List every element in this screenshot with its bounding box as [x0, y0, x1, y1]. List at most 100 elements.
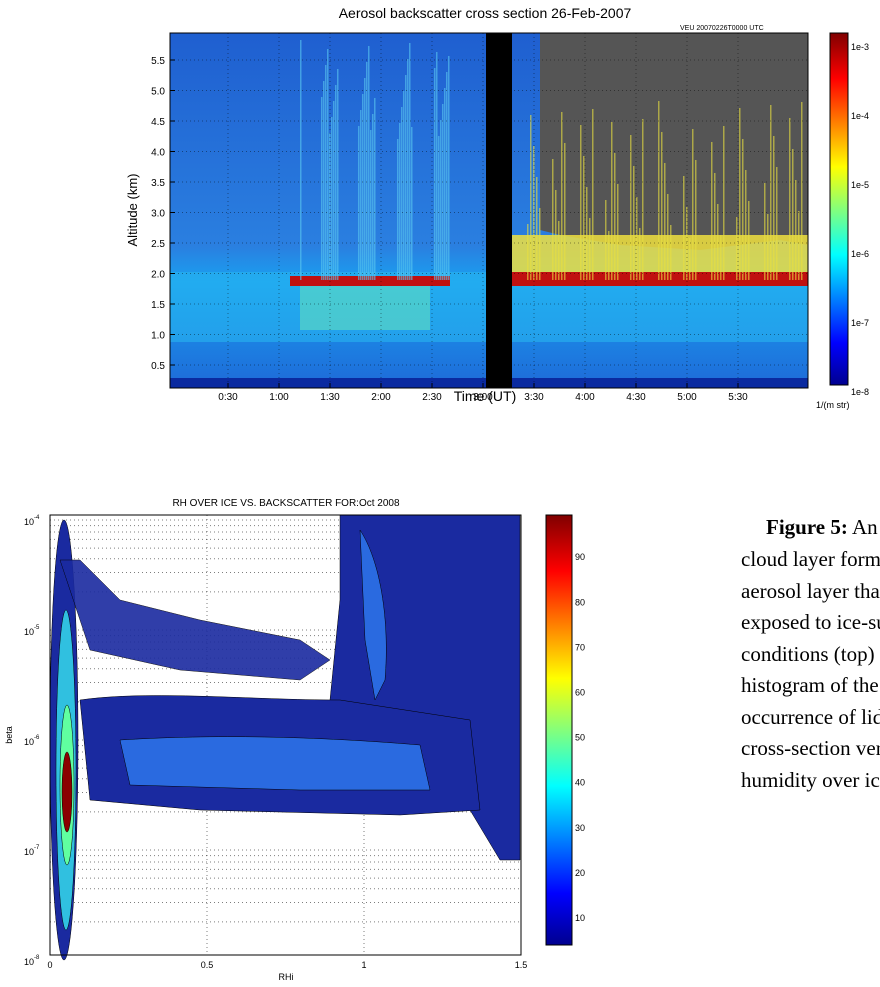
colorbar-tick-label: 1e-7: [851, 318, 869, 328]
streak: [444, 88, 446, 280]
x-tick-label: 1: [361, 960, 366, 970]
colorbar-tick-label: 80: [575, 597, 585, 607]
streak: [580, 125, 582, 280]
streak: [409, 43, 411, 280]
cloud-layer: [290, 276, 450, 286]
streak: [764, 183, 766, 280]
y-tick-label: 4.0: [151, 148, 165, 159]
colorbar-tick-label: 30: [575, 823, 585, 833]
streak: [434, 68, 436, 280]
streak: [539, 208, 541, 280]
colorbar-tick-label: 1e-6: [851, 249, 869, 259]
streak: [536, 177, 538, 280]
x-tick-label: 4:00: [575, 392, 595, 403]
streak: [446, 72, 448, 280]
y-tick-label: 4.5: [151, 117, 165, 128]
streak: [300, 40, 302, 280]
streak: [642, 119, 644, 280]
streak: [333, 101, 335, 280]
bottom-axes: [49, 514, 522, 956]
tick-base: 10: [24, 957, 34, 967]
top-y-label: Altitude (km): [125, 174, 140, 247]
x-tick-label: 2:00: [371, 392, 391, 403]
streak: [742, 139, 744, 280]
y-tick-label: 1.0: [151, 331, 165, 342]
streak: [407, 59, 409, 280]
streak: [329, 133, 331, 280]
streak: [561, 112, 563, 280]
streak: [723, 126, 725, 280]
x-tick-label: 2:30: [422, 392, 442, 403]
streak: [692, 129, 694, 280]
tick-exponent: -4: [34, 515, 40, 521]
caption-line: cross-section ver: [741, 736, 880, 760]
streak: [745, 170, 747, 280]
tick-base: 10: [24, 517, 34, 527]
streak: [321, 97, 323, 280]
x-tick-label: 0:30: [218, 392, 238, 403]
streak: [658, 101, 660, 280]
y-tick-label: 10-4: [24, 515, 40, 527]
y-tick-label: 3.5: [151, 178, 165, 189]
streak: [360, 110, 362, 280]
caption-line: exposed to ice-su: [741, 610, 880, 634]
streak: [776, 167, 778, 280]
streak: [801, 102, 803, 280]
fallstreak: [300, 285, 430, 330]
streak: [403, 91, 405, 280]
streak: [798, 211, 800, 280]
streak: [335, 85, 337, 280]
streak: [714, 173, 716, 280]
streak: [605, 200, 607, 280]
streak: [362, 94, 364, 280]
caption-text: An: [847, 515, 878, 539]
streak: [614, 153, 616, 280]
streak: [527, 224, 529, 280]
bottom-x-label: RHi: [279, 972, 294, 982]
streak: [686, 207, 688, 280]
bottom-y-label: beta: [4, 726, 14, 744]
streak: [611, 122, 613, 280]
colorbar-tick-label: 1e-3: [851, 42, 869, 52]
streak: [397, 139, 399, 280]
colorbar-tick-label: 90: [575, 552, 585, 562]
streak: [331, 117, 333, 280]
contour-histogram: [49, 514, 521, 961]
streak: [748, 201, 750, 280]
streak: [767, 214, 769, 280]
caption-line: cloud layer formin: [741, 547, 880, 571]
tick-base: 10: [24, 627, 34, 637]
streak: [592, 109, 594, 280]
streak: [636, 197, 638, 280]
colorbar-tick-label: 10: [575, 913, 585, 923]
streak: [370, 130, 372, 280]
streak: [399, 123, 401, 280]
y-tick-label: 5.5: [151, 56, 165, 67]
streak: [558, 221, 560, 280]
streak: [564, 143, 566, 280]
streak: [789, 118, 791, 280]
streak: [770, 105, 772, 280]
colorbar-tick-label: 50: [575, 733, 585, 743]
streak: [608, 231, 610, 280]
streak: [530, 115, 532, 280]
y-tick-label: 10-6: [24, 735, 40, 747]
tick-exponent: -6: [34, 735, 40, 741]
streak: [325, 65, 327, 280]
streak: [372, 114, 374, 280]
colorbar-tick-label: 1e-8: [851, 387, 869, 397]
tick-exponent: -8: [34, 955, 40, 961]
streak: [720, 235, 722, 280]
caption-line: histogram of the: [741, 673, 879, 697]
top-title: Aerosol backscatter cross section 26-Feb…: [339, 5, 632, 21]
streak: [667, 194, 669, 280]
colorbar-tick-label: 1e-5: [851, 180, 869, 190]
top-heatmap: [170, 33, 808, 388]
top-x-label: Time (UT): [454, 388, 516, 404]
streak: [438, 136, 440, 280]
top-colorbar: [829, 32, 849, 386]
tick-exponent: -7: [34, 845, 40, 851]
streak: [323, 81, 325, 280]
